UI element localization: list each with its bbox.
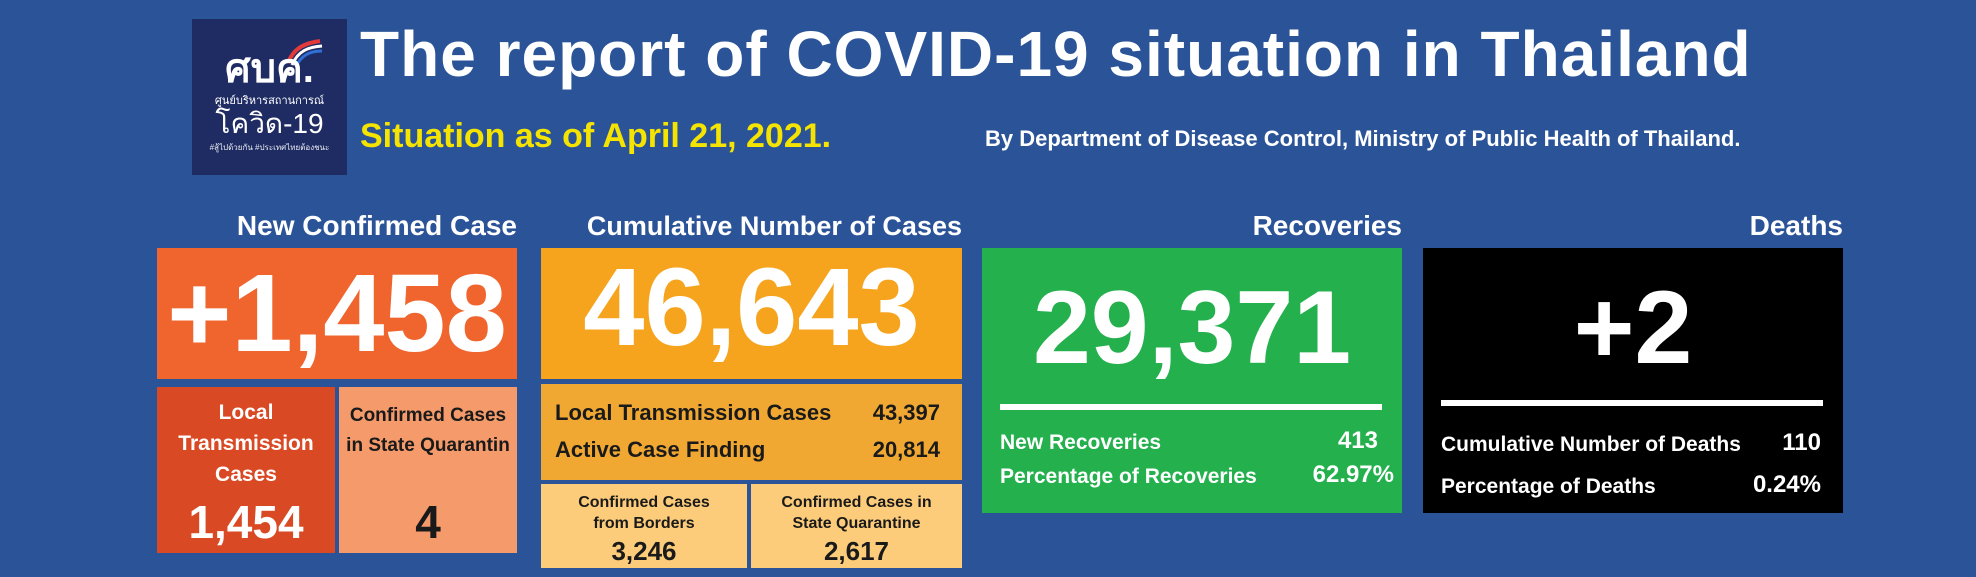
cumulative-deaths-label: Cumulative Number of Deaths bbox=[1441, 433, 1741, 456]
cum-active-label: Active Case Finding bbox=[555, 437, 766, 462]
page-title: The report of COVID-19 situation in Thai… bbox=[360, 18, 1752, 90]
department-credit: By Department of Disease Control, Minist… bbox=[985, 126, 1741, 151]
cum-local-label: Local Transmission Cases bbox=[555, 400, 832, 425]
recoveries-heading: Recoveries bbox=[1252, 210, 1402, 241]
cum-borders-label: Confirmed Cases from Borders bbox=[578, 494, 710, 532]
new-recoveries-value: 413 bbox=[1337, 427, 1378, 454]
cum-quarantine-value: 2,617 bbox=[823, 536, 890, 566]
new-confirmed-heading: New Confirmed Case bbox=[236, 210, 517, 241]
recoveries-card: 29,371 New Recoveries 413 Percentage of … bbox=[982, 248, 1402, 513]
logo-main-text: ศบค. bbox=[225, 47, 314, 91]
recovery-percentage-label: Percentage of Recoveries bbox=[1000, 465, 1257, 488]
new-confirmed-value: +1,458 bbox=[157, 248, 517, 379]
new-quarantine-label: Confirmed Cases in State Quarantin bbox=[346, 405, 510, 456]
logo-sub-text: ศูนย์บริหารสถานการณ์ bbox=[214, 95, 325, 107]
new-recoveries-label: New Recoveries bbox=[1000, 431, 1162, 454]
cum-quarantine-label: Confirmed Cases in State Quarantine bbox=[781, 494, 932, 532]
recoveries-value: 29,371 bbox=[1032, 270, 1352, 386]
recovery-percentage-value: 62.97% bbox=[1312, 461, 1394, 488]
cum-active-value: 20,814 bbox=[872, 437, 940, 462]
cumulative-breakdown-card: Local Transmission Cases 43,397 Active C… bbox=[541, 384, 962, 480]
cum-local-value: 43,397 bbox=[872, 400, 940, 425]
deaths-card: +2 Cumulative Number of Deaths 110 Perce… bbox=[1423, 248, 1843, 513]
cumulative-deaths-value: 110 bbox=[1782, 429, 1821, 456]
new-local-transmission-card: Local Transmission Cases 1,454 bbox=[157, 387, 335, 553]
death-percentage-value: 0.24% bbox=[1752, 471, 1821, 498]
deaths-divider bbox=[1441, 400, 1823, 406]
deaths-heading: Deaths bbox=[1749, 210, 1843, 241]
cumulative-value: 46,643 bbox=[541, 248, 962, 379]
new-state-quarantine-card: Confirmed Cases in State Quarantin 4 bbox=[339, 387, 517, 553]
deaths-value: +2 bbox=[1573, 270, 1693, 386]
new-local-label: Local Transmission Cases bbox=[178, 401, 314, 486]
recoveries-divider bbox=[1000, 404, 1382, 410]
death-percentage-label: Percentage of Deaths bbox=[1441, 475, 1656, 498]
ccsa-logo: ศบค. ศูนย์บริหารสถานการณ์ โควิด-19 #สู้ไ… bbox=[192, 19, 347, 175]
cum-state-quarantine-card: Confirmed Cases in State Quarantine 2,61… bbox=[751, 484, 962, 568]
situation-date: Situation as of April 21, 2021. bbox=[360, 117, 832, 155]
flag-ribbon-icon bbox=[286, 39, 323, 67]
cumulative-heading: Cumulative Number of Cases bbox=[586, 211, 962, 241]
cum-borders-card: Confirmed Cases from Borders 3,246 bbox=[541, 484, 747, 568]
logo-covid-text: โควิด-19 bbox=[215, 108, 324, 139]
new-local-value: 1,454 bbox=[188, 496, 304, 548]
cum-borders-value: 3,246 bbox=[611, 536, 677, 566]
new-quarantine-value: 4 bbox=[415, 496, 441, 548]
logo-slogan: #สู้ไปด้วยกัน #ประเทศไทยต้องชนะ bbox=[209, 143, 330, 152]
